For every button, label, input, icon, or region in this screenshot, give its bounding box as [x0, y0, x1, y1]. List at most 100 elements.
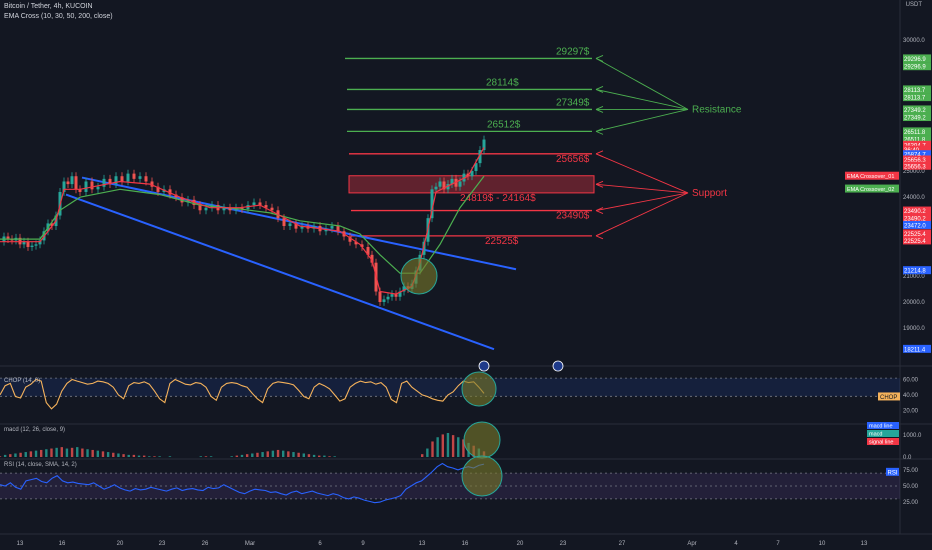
price-label-box: [903, 93, 931, 102]
macd-bar: [230, 456, 233, 457]
macd-bar: [29, 451, 33, 457]
legend-tag-box: [845, 171, 899, 180]
price-label: 22525.4: [904, 239, 926, 245]
candle: [198, 205, 202, 211]
arrow-head: [595, 180, 604, 188]
macd-bar: [281, 450, 285, 457]
candle: [360, 244, 364, 247]
price-label-box: [903, 105, 931, 114]
macd-bar: [142, 455, 146, 457]
price-label: 23490.2: [904, 209, 926, 215]
candle: [186, 199, 190, 203]
macd-bar: [292, 452, 295, 457]
macd-bar: [266, 451, 269, 457]
chop-band: [0, 378, 900, 397]
macd-bar: [235, 455, 239, 457]
x-tick-label: 7: [776, 541, 780, 547]
macd-bar: [106, 452, 110, 457]
macd-bar: [307, 454, 311, 457]
candle: [288, 223, 292, 227]
price-label-box: [903, 140, 931, 149]
candle: [336, 226, 340, 232]
price-label-box: [903, 206, 931, 215]
price-label-box: [903, 344, 931, 353]
macd-bar: [251, 453, 254, 457]
candle: [348, 236, 352, 242]
macd-bar: [117, 453, 120, 457]
macd-bar: [168, 456, 172, 457]
candle: [402, 286, 406, 292]
price-label-box: [903, 127, 931, 136]
candle: [458, 181, 462, 187]
chop-tag: CHOP: [880, 395, 897, 401]
x-tick-label: 13: [419, 541, 426, 547]
resistance-label: 26512$: [487, 119, 521, 130]
x-tick-label: 16: [59, 541, 66, 547]
price-label: 26511.8: [904, 138, 926, 144]
callout-label: Resistance: [692, 104, 742, 115]
macd-bar: [199, 456, 203, 457]
macd-bar: [446, 433, 450, 457]
candle: [394, 294, 398, 297]
price-label: 22525.4: [904, 232, 926, 238]
chop-tick: 20.00: [903, 408, 919, 414]
candle: [442, 181, 446, 190]
candle: [470, 171, 474, 177]
candle: [22, 241, 26, 245]
macd-bar: [91, 449, 94, 457]
macd-bar: [204, 456, 208, 457]
callout-arrow: [595, 183, 689, 194]
chop-pane-label: CHOP (14, 0): [4, 378, 41, 384]
macd-bar: [436, 437, 439, 457]
channel-line: [65, 193, 495, 351]
candle: [30, 245, 34, 247]
x-tick-label: 23: [560, 541, 567, 547]
macd-bar: [318, 455, 321, 457]
price-label-box: [903, 229, 931, 238]
resistance-label: 28114$: [486, 77, 519, 88]
x-tick-label: 6: [318, 541, 322, 547]
chop-line: [0, 378, 485, 410]
macd-bar: [50, 448, 53, 457]
candle: [258, 202, 262, 206]
price-label-box: [903, 113, 931, 122]
macd-bar: [127, 454, 130, 457]
macd-tag: macd line: [869, 424, 893, 430]
x-tick-label: 9: [361, 541, 365, 547]
candle: [78, 189, 82, 192]
y-tick-label: 19000.0: [903, 326, 925, 332]
callout-arrow: [595, 88, 689, 110]
macd-bar: [333, 456, 336, 457]
price-label-box: [903, 161, 931, 170]
support-zone-label: 24819$ - 24164$: [460, 193, 536, 204]
macd-tag: signal line: [869, 440, 893, 446]
callout-arrow: [595, 58, 689, 110]
callout-label: Support: [692, 188, 727, 199]
candle: [144, 176, 148, 182]
legend-tag-box: [845, 184, 899, 193]
candle: [132, 173, 136, 179]
candle: [386, 296, 390, 300]
candle: [270, 207, 274, 211]
macd-bar: [65, 448, 69, 457]
candle: [390, 294, 394, 297]
arrow-head: [595, 127, 604, 135]
macd-tag-box: [867, 438, 899, 445]
y-tick-label: 30000.0: [903, 38, 925, 44]
rsi-line: [0, 462, 485, 504]
macd-bar: [431, 441, 434, 457]
chop-tag-box: [878, 392, 900, 401]
legend-tag: EMA Crossover_02: [847, 187, 894, 193]
candle: [6, 236, 10, 240]
candle: [84, 181, 88, 192]
x-tick-label: 13: [17, 541, 24, 547]
macd-bar: [462, 439, 465, 457]
highlight-circle: [463, 421, 501, 459]
macd-bar: [96, 450, 100, 457]
macd-bar: [245, 454, 249, 457]
macd-bar: [86, 449, 89, 457]
rsi-tick: 50.00: [903, 484, 919, 490]
candle: [26, 241, 30, 247]
candle: [108, 178, 112, 185]
